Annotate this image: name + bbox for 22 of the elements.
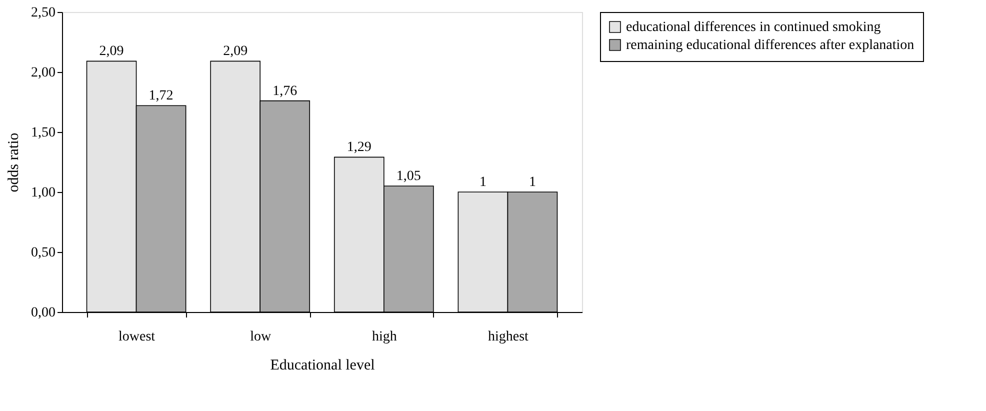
x-tick-label: low — [250, 330, 272, 344]
legend-label: educational differences in continued smoking — [626, 20, 881, 35]
y-tick-label: 0,50 — [31, 246, 56, 260]
data-label: 1,29 — [346, 140, 372, 156]
x-tick-label: highest — [488, 330, 529, 344]
legend-label: remaining educational differences after explanation — [626, 38, 914, 53]
y-axis-title: odds ratio — [6, 132, 22, 192]
x-tick-label: lowest — [118, 330, 156, 344]
data-label: 1 — [528, 175, 536, 190]
y-tick-label: 2,00 — [31, 66, 56, 80]
y-tick-label: 1,00 — [31, 186, 56, 200]
data-label: 2,09 — [223, 44, 248, 60]
x-tick-label: high — [372, 330, 397, 344]
y-tick-label: 0,00 — [31, 306, 56, 320]
x-axis-title: Educational level — [270, 358, 375, 374]
data-label: 1,05 — [396, 169, 421, 184]
y-tick-label: 2,50 — [31, 6, 56, 20]
data-label: 2,09 — [99, 44, 124, 60]
y-tick-label: 1,50 — [31, 126, 56, 140]
data-label: 1,76 — [272, 84, 298, 99]
data-label: 1,72 — [148, 88, 174, 104]
data-label: 1 — [479, 175, 486, 190]
